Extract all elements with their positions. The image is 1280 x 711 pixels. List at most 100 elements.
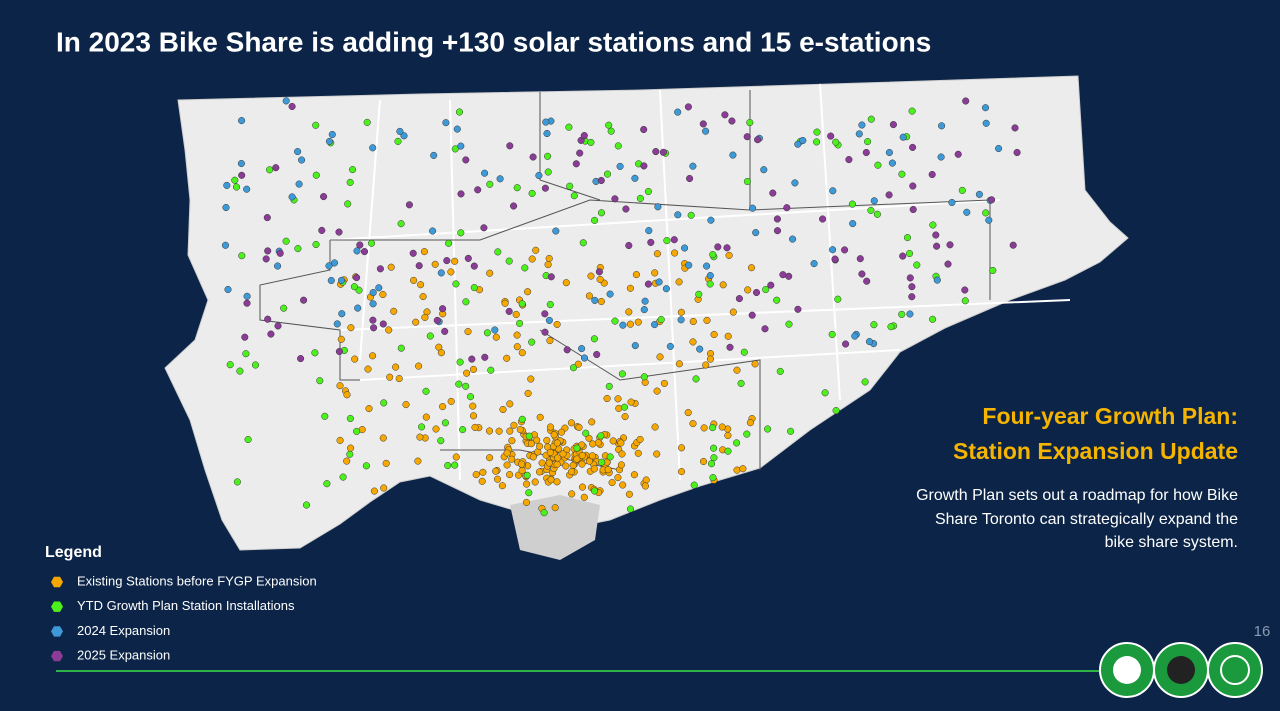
station-dot	[603, 170, 612, 178]
station-dot	[543, 436, 551, 444]
station-dot	[375, 284, 383, 292]
station-dot	[933, 276, 941, 284]
station-dot	[662, 285, 670, 293]
station-dot	[946, 241, 954, 249]
station-dot	[652, 148, 660, 156]
station-dot	[898, 170, 906, 178]
station-dot	[553, 478, 561, 486]
station-dot	[432, 425, 440, 433]
station-dot	[529, 153, 537, 161]
station-dot	[617, 461, 625, 469]
station-dot	[861, 378, 869, 386]
station-dot	[626, 320, 634, 328]
station-dot	[506, 471, 514, 479]
station-dot	[563, 346, 571, 354]
station-dot	[264, 247, 272, 255]
logo-inner	[1167, 656, 1195, 684]
station-dot	[543, 129, 551, 138]
station-dot	[554, 454, 562, 462]
station-dot	[536, 442, 544, 450]
station-dot	[370, 324, 378, 332]
station-dot	[773, 296, 781, 304]
station-dot	[244, 435, 252, 444]
district-borders	[259, 90, 991, 471]
station-dot	[469, 412, 478, 420]
station-dot	[657, 315, 665, 324]
station-dot	[677, 444, 686, 452]
station-dot	[353, 247, 361, 255]
station-dot	[451, 257, 459, 265]
station-dot	[773, 227, 782, 235]
station-dot	[447, 397, 455, 405]
station-dot	[451, 145, 459, 153]
legend-label: Existing Stations before FYGP Expansion	[77, 573, 317, 588]
station-dot	[325, 262, 333, 270]
station-dot	[417, 281, 425, 289]
station-dot	[462, 382, 470, 390]
station-dot	[573, 455, 581, 463]
station-dot	[295, 180, 303, 188]
station-dot	[864, 138, 872, 146]
station-dot	[540, 509, 548, 517]
station-dot	[353, 427, 361, 435]
station-dot	[709, 251, 717, 259]
station-dot	[547, 273, 555, 281]
station-dot	[723, 244, 731, 252]
station-dot	[593, 350, 601, 359]
station-dot	[622, 205, 630, 213]
station-dot	[288, 102, 296, 111]
body-line: Growth Plan sets out a roadmap for how B…	[916, 487, 1238, 504]
station-dot	[362, 462, 370, 470]
station-dot	[651, 321, 659, 329]
station-dot	[744, 286, 752, 294]
station-dot	[418, 423, 426, 431]
station-dot	[528, 189, 536, 197]
station-dot	[346, 178, 354, 186]
station-dot	[568, 490, 576, 498]
station-dot	[395, 375, 403, 383]
station-dot	[510, 202, 518, 210]
station-dot	[516, 319, 524, 327]
station-dot	[870, 197, 878, 205]
station-dot	[396, 127, 404, 135]
station-dot	[457, 190, 465, 198]
station-dot	[236, 367, 244, 375]
station-dot	[729, 151, 737, 159]
roads	[329, 83, 1071, 481]
station-dot	[572, 160, 580, 168]
station-dot	[696, 345, 704, 353]
station-dot	[989, 266, 997, 275]
station-dot	[604, 466, 612, 474]
station-dot	[523, 471, 531, 479]
station-dot	[724, 332, 732, 340]
station-dot	[995, 144, 1003, 153]
station-dot	[469, 365, 478, 373]
station-dot	[690, 481, 698, 489]
station-dot	[888, 159, 896, 167]
station-dot	[906, 310, 914, 318]
station-dot	[457, 229, 465, 237]
station-dot	[298, 156, 306, 164]
station-dot	[703, 262, 711, 270]
station-dot	[591, 296, 599, 304]
station-dot	[546, 448, 554, 457]
station-dot	[397, 220, 405, 228]
station-dot	[466, 393, 475, 401]
station-dot	[709, 424, 717, 432]
station-dot	[827, 132, 835, 140]
station-dot	[867, 115, 875, 123]
station-dot	[455, 108, 464, 116]
station-dot	[518, 467, 526, 475]
station-dot	[605, 382, 613, 390]
station-dot	[948, 198, 956, 207]
station-dot	[764, 425, 772, 433]
station-dot	[508, 437, 516, 445]
station-dot	[611, 317, 619, 325]
station-dot	[243, 292, 251, 300]
station-dot	[799, 136, 807, 145]
station-dot	[689, 420, 697, 428]
station-dot	[437, 269, 445, 277]
station-dot	[842, 340, 850, 348]
station-dot	[379, 320, 387, 328]
